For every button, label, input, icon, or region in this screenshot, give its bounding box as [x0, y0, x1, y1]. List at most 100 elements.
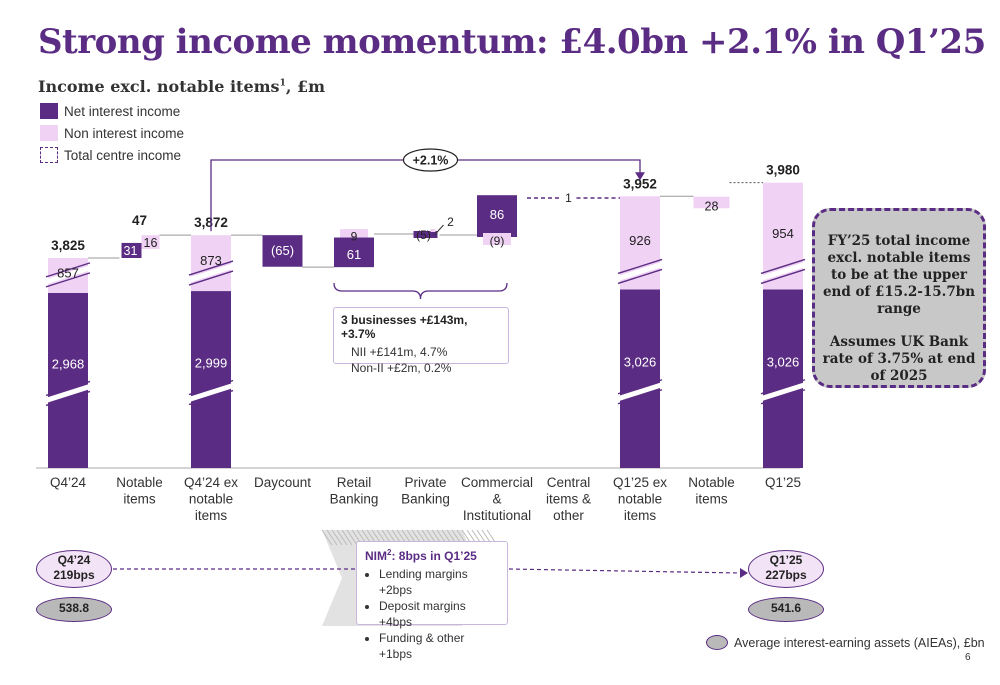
nim-line-right [508, 568, 741, 574]
bar-non-ii-5 [430, 229, 436, 232]
axis-break-nii-2-line-a [188, 379, 234, 396]
category-label-8-1: notable [618, 492, 662, 507]
label-non-ii-5: 2 [447, 215, 454, 229]
bar-nii-0 [48, 292, 88, 468]
axis-break-nii-8-line-b [617, 389, 663, 405]
label-nii-1: 31 [124, 244, 138, 258]
axis-break-pink-8-gap [617, 262, 663, 281]
chart-subtitle: Income excl. notable items1, £m [38, 77, 325, 96]
label-nii-3: (65) [271, 243, 294, 258]
category-label-6-1: & [492, 492, 501, 507]
businesses-brace [333, 282, 508, 300]
nim-hatch-3 [336, 529, 348, 546]
businesses-summary-box: 3 businesses +£143m, +3.7% NII +£141m, 4… [333, 307, 509, 375]
axis-break-pink-2-line-a [188, 260, 234, 276]
axis-break-nii-10-line-a [760, 379, 806, 395]
legend-swatch-nii [40, 103, 58, 119]
label-nii-8: 3,026 [624, 355, 657, 370]
aiea-pill-q424: 538.8 [36, 597, 112, 622]
axis-break-pink-0-line-b [45, 272, 91, 288]
axis-break-nii-0-gap [45, 384, 91, 403]
nim-line-arrowhead [740, 568, 748, 578]
axis-break-pink-10-line-b [760, 268, 806, 285]
category-label-6-0: Commercial [461, 475, 533, 490]
nim-driver-list: Lending margins +2bps Deposit margins +4… [365, 566, 499, 662]
label-non-ii-6: (9) [490, 234, 505, 248]
bar-nii-1 [121, 242, 142, 258]
category-label-1-1: items [123, 492, 156, 507]
nim-pill-q424: Q4’24 219bps [36, 550, 112, 588]
page-title: Strong income momentum: £4.0bn +2.1% in … [38, 22, 986, 62]
aiea-legend: Average interest-earning assets (AIEAs),… [706, 635, 985, 650]
category-label-10-0: Q1’25 [765, 475, 801, 490]
growth-arrowhead [635, 172, 645, 181]
axis-break-pink-2-gap [188, 263, 234, 283]
axis-break-pink-10-gap [760, 262, 806, 281]
nim-pill-q125-value: 227bps [765, 568, 807, 582]
category-label-4-1: Banking [330, 492, 379, 507]
category-label-2-2: items [195, 508, 228, 523]
nim-hatch-5 [346, 529, 358, 546]
label-total-10: 3,980 [766, 163, 800, 178]
bar-non-ii-1 [141, 235, 160, 249]
nim-heading-pre: NIM [365, 549, 387, 563]
nim-pill-q125-period: Q1’25 [769, 553, 803, 567]
axis-break-nii-10-gap [760, 382, 806, 402]
legend-item-nii: Net interest income [40, 100, 184, 122]
axis-break-pink-0-line-a [45, 262, 91, 278]
guidance-text: FY’25 total income excl. notable items t… [822, 233, 976, 317]
businesses-line-non-ii: Non-II +£2m, 0.2% [351, 361, 452, 375]
category-label-2-0: Q4’24 ex [184, 475, 238, 490]
nim-driver-lending: Lending margins +2bps [379, 566, 499, 598]
nim-driver-funding: Funding & other +1bps [379, 630, 499, 662]
businesses-heading: 3 businesses +£143m, +3.7% [341, 313, 468, 341]
legend-swatch-centre [40, 147, 58, 163]
nim-hatch-2 [331, 529, 343, 546]
category-label-2-1: notable [189, 492, 233, 507]
label-non-ii-1: 16 [144, 236, 158, 250]
aiea-legend-label: Average interest-earning assets (AIEAs),… [734, 635, 985, 650]
category-label-8-0: Q1’25 ex [613, 475, 667, 490]
axis-break-nii-0-line-a [45, 380, 91, 397]
label-nii-4: 61 [347, 247, 361, 262]
category-label-8-2: items [624, 508, 657, 523]
label-nii-6: 86 [490, 207, 504, 222]
label-total-1: 47 [132, 213, 147, 228]
label-non-ii-9: 28 [705, 200, 719, 214]
subtitle-unit: , £m [285, 77, 326, 96]
label-non-ii-2: 873 [200, 253, 222, 268]
subtitle-text: Income excl. notable items [38, 77, 280, 96]
category-label-1-0: Notable [116, 475, 163, 490]
chart-legend: Net interest income Non interest income … [40, 100, 184, 166]
nim-pill-q125: Q1’25 227bps [748, 550, 824, 588]
bar-non-ii-4 [340, 229, 368, 238]
label-nii-10: 3,026 [767, 355, 800, 370]
label-nii-5: (5) [416, 228, 431, 242]
nim-hatch-0 [321, 529, 333, 546]
axis-break-nii-10-line-b [760, 389, 806, 405]
aiea-pill-q125-value: 541.6 [770, 601, 802, 615]
axis-break-nii-2-gap [188, 383, 234, 402]
bar-non-ii-6 [483, 233, 511, 245]
axis-break-nii-8-gap [617, 382, 663, 402]
label-total-8: 3,952 [623, 176, 657, 191]
label-non-ii-8: 926 [629, 233, 651, 248]
guidance-box: FY’25 total income excl. notable items t… [812, 208, 986, 388]
category-label-5-1: Banking [401, 492, 450, 507]
axis-break-pink-0-gap [45, 265, 91, 285]
legend-label-non-ii: Non interest income [64, 125, 185, 141]
legend-item-centre: Total centre income [40, 144, 184, 166]
nim-driver-deposit: Deposit margins +4bps [379, 598, 499, 630]
nim-heading-sup: 2 [387, 548, 392, 557]
label-nii-2: 2,999 [195, 356, 228, 371]
axis-break-pink-2-line-b [188, 270, 234, 286]
legend-swatch-non-ii [40, 125, 58, 141]
aiea-legend-swatch [706, 635, 728, 650]
category-label-7-2: other [553, 508, 584, 523]
label-centre-7: 1 [565, 191, 572, 205]
nim-heading: NIM2: 8bps in Q1’25 [365, 548, 499, 563]
category-label-5-0: Private [404, 475, 446, 490]
legend-label-centre: Total centre income [64, 147, 182, 163]
bar-non-ii-9 [693, 196, 730, 209]
